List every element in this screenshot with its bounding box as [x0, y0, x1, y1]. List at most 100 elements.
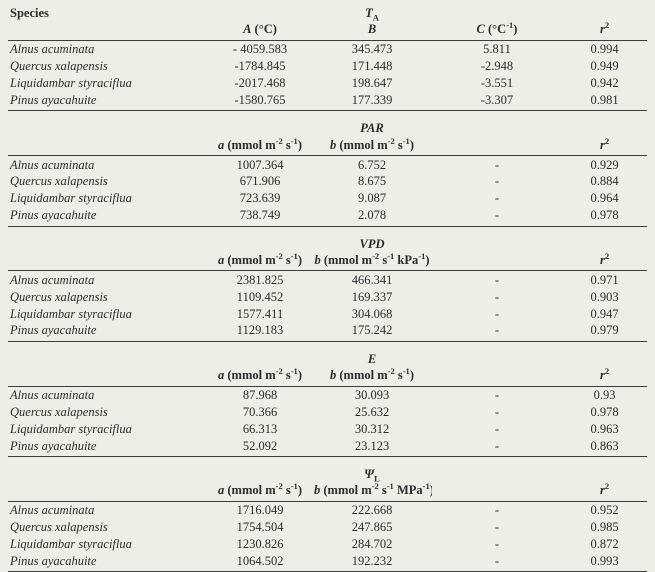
- section-title-e: E: [367, 351, 377, 366]
- spacer-cell: [8, 111, 208, 137]
- table-row: Alnus acuminata 87.968 30.093 - 0.93: [8, 386, 647, 403]
- table-row: Pinus ayacahuite 1064.502 192.232-0.993: [8, 552, 647, 572]
- value-cell: -: [494, 421, 500, 436]
- value-cell: 247.865: [351, 520, 393, 535]
- section-ta-title-row: Species TA: [8, 6, 647, 21]
- table-row: Liquidambar styraciflua 66.313 30.312 - 0.96…: [8, 420, 647, 437]
- value-cell: 2.078: [312, 206, 432, 227]
- value-cell: 1129.183: [208, 321, 312, 342]
- table-row: Pinus ayacahuite 52.092 23.123-0.863: [8, 437, 647, 458]
- species-name: Alnus acuminata: [10, 157, 95, 172]
- column-header-e-0: a (mmol m-2 s-1): [208, 367, 312, 387]
- spacer-cell: [432, 226, 562, 252]
- section-vpd-header-row: a (mmol m-2 s-1) b (mmol m-2 s-1 kPa-1) r2: [8, 251, 647, 272]
- value-cell: 0.963: [590, 421, 619, 436]
- spacer-cell: [8, 21, 208, 41]
- value-cell: 222.668: [351, 503, 393, 518]
- table-row: Pinus ayacahuite 1129.183 175.242-0.979: [8, 321, 647, 342]
- value-cell: -: [494, 537, 500, 551]
- section-ta-header-row: A (°C) B C (°C-1) r2: [8, 21, 647, 41]
- value-cell: -: [432, 206, 562, 227]
- results-table-body: Species TA A (°C) B C (°C-1) r2 Alnus acuminat…: [8, 6, 647, 572]
- value-cell: 1064.502: [208, 552, 312, 572]
- spacer-cell: [8, 341, 208, 367]
- section-par-title-row: PAR: [8, 111, 647, 137]
- value-cell: 1716.049: [236, 503, 284, 518]
- column-header-vpd-1: b (mmol m-2 s-1 kPa-1): [312, 251, 432, 272]
- table-row: Quercus xalapensis 1754.504 247.865 - 0.985: [8, 519, 647, 536]
- spacer-cell: [562, 226, 647, 252]
- value-cell: 723.639: [239, 191, 281, 206]
- species-name: Quercus xalapensis: [10, 289, 108, 304]
- value-cell: -: [432, 321, 562, 342]
- spacer-cell: [432, 111, 562, 137]
- column-header-vpd-2: [432, 251, 562, 272]
- value-cell: 0.949: [590, 59, 619, 74]
- column-header-ta-0: A (°C): [208, 21, 312, 41]
- value-cell: 6.752: [357, 157, 387, 172]
- value-cell: 671.906: [239, 174, 281, 189]
- species-name: Alnus acuminata: [10, 503, 95, 518]
- species-name: Pinus ayacahuite: [8, 437, 208, 458]
- value-cell: -: [494, 503, 500, 518]
- value-cell: 0.994: [590, 42, 619, 57]
- value-cell: 5.811: [483, 42, 511, 57]
- spacer-cell: [562, 6, 647, 21]
- species-name: Quercus xalapensis: [10, 174, 108, 189]
- value-cell: 8.675: [357, 174, 387, 189]
- table-row: Quercus xalapensis -1784.845 171.448 -2.948…: [8, 58, 647, 75]
- section-psi-l-title-row: ΨL: [8, 457, 647, 482]
- column-header-e-3: r2: [562, 367, 647, 387]
- value-cell: -3.307: [432, 91, 562, 112]
- value-cell: 30.093: [354, 388, 390, 402]
- section-psi-l-header-row: a (mmol m-2 s-1)b (mmol m-2 s-1 MPa-1) r2: [8, 482, 647, 502]
- value-cell: -2017.468: [234, 76, 286, 90]
- table-row: Liquidambar styraciflua 723.639 9.087 - 0.96…: [8, 190, 647, 207]
- table-row: Alnus acuminata - 4059.583 345.473 5.811 0.9…: [8, 40, 647, 57]
- value-cell: -3.551: [480, 76, 514, 90]
- column-header-ta-2: C (°C-1): [432, 21, 562, 41]
- value-cell: -1784.845: [234, 59, 286, 74]
- species-name: Pinus ayacahuite: [8, 552, 208, 572]
- species-name: Liquidambar styraciflua: [10, 306, 132, 321]
- species-name: Liquidambar styraciflua: [10, 421, 132, 436]
- value-cell: 66.313: [242, 421, 278, 436]
- species-name: Pinus ayacahuite: [8, 206, 208, 227]
- spacer-cell: [562, 111, 647, 137]
- value-cell: 175.242: [312, 321, 432, 342]
- spacer-cell: [562, 341, 647, 367]
- value-cell: -: [432, 437, 562, 458]
- species-name: Alnus acuminata: [10, 42, 95, 57]
- value-cell: 0.947: [590, 306, 619, 321]
- table-row: Liquidambar styraciflua 1577.411 304.068 - 0…: [8, 305, 647, 322]
- column-header-psi-l-2: [432, 482, 562, 502]
- spacer-cell: [208, 226, 312, 252]
- section-title-par: PAR: [360, 121, 384, 136]
- value-cell: 0.942: [590, 76, 619, 90]
- value-cell: -: [494, 272, 500, 287]
- value-cell: 0.929: [590, 157, 619, 172]
- value-cell: -: [494, 174, 500, 189]
- column-header-ta-3: r2: [562, 21, 647, 41]
- value-cell: 0.964: [590, 191, 619, 206]
- species-name: Alnus acuminata: [10, 388, 95, 402]
- column-header-ta-1: B: [312, 21, 432, 41]
- results-table: Species TA A (°C) B C (°C-1) r2 Alnus acuminat…: [8, 6, 647, 572]
- species-name: Pinus ayacahuite: [8, 321, 208, 342]
- value-cell: -: [494, 388, 500, 402]
- value-cell: 0.971: [590, 272, 619, 287]
- spacer-cell: [208, 6, 312, 21]
- column-header-par-0: a (mmol m-2 s-1): [208, 136, 312, 156]
- species-name: Liquidambar styraciflua: [10, 191, 132, 206]
- column-header-par-2: [432, 136, 562, 156]
- value-cell: 0.981: [562, 91, 647, 112]
- value-cell: -: [494, 306, 500, 321]
- table-row: Quercus xalapensis 1109.452 169.337 - 0.903: [8, 288, 647, 305]
- species-name: Alnus acuminata: [10, 272, 95, 287]
- spacer-cell: [208, 341, 312, 367]
- value-cell: 738.749: [208, 206, 312, 227]
- value-cell: 466.341: [351, 272, 393, 287]
- value-cell: 192.232: [312, 552, 432, 572]
- value-cell: -: [432, 552, 562, 572]
- spacer-cell: [208, 111, 312, 137]
